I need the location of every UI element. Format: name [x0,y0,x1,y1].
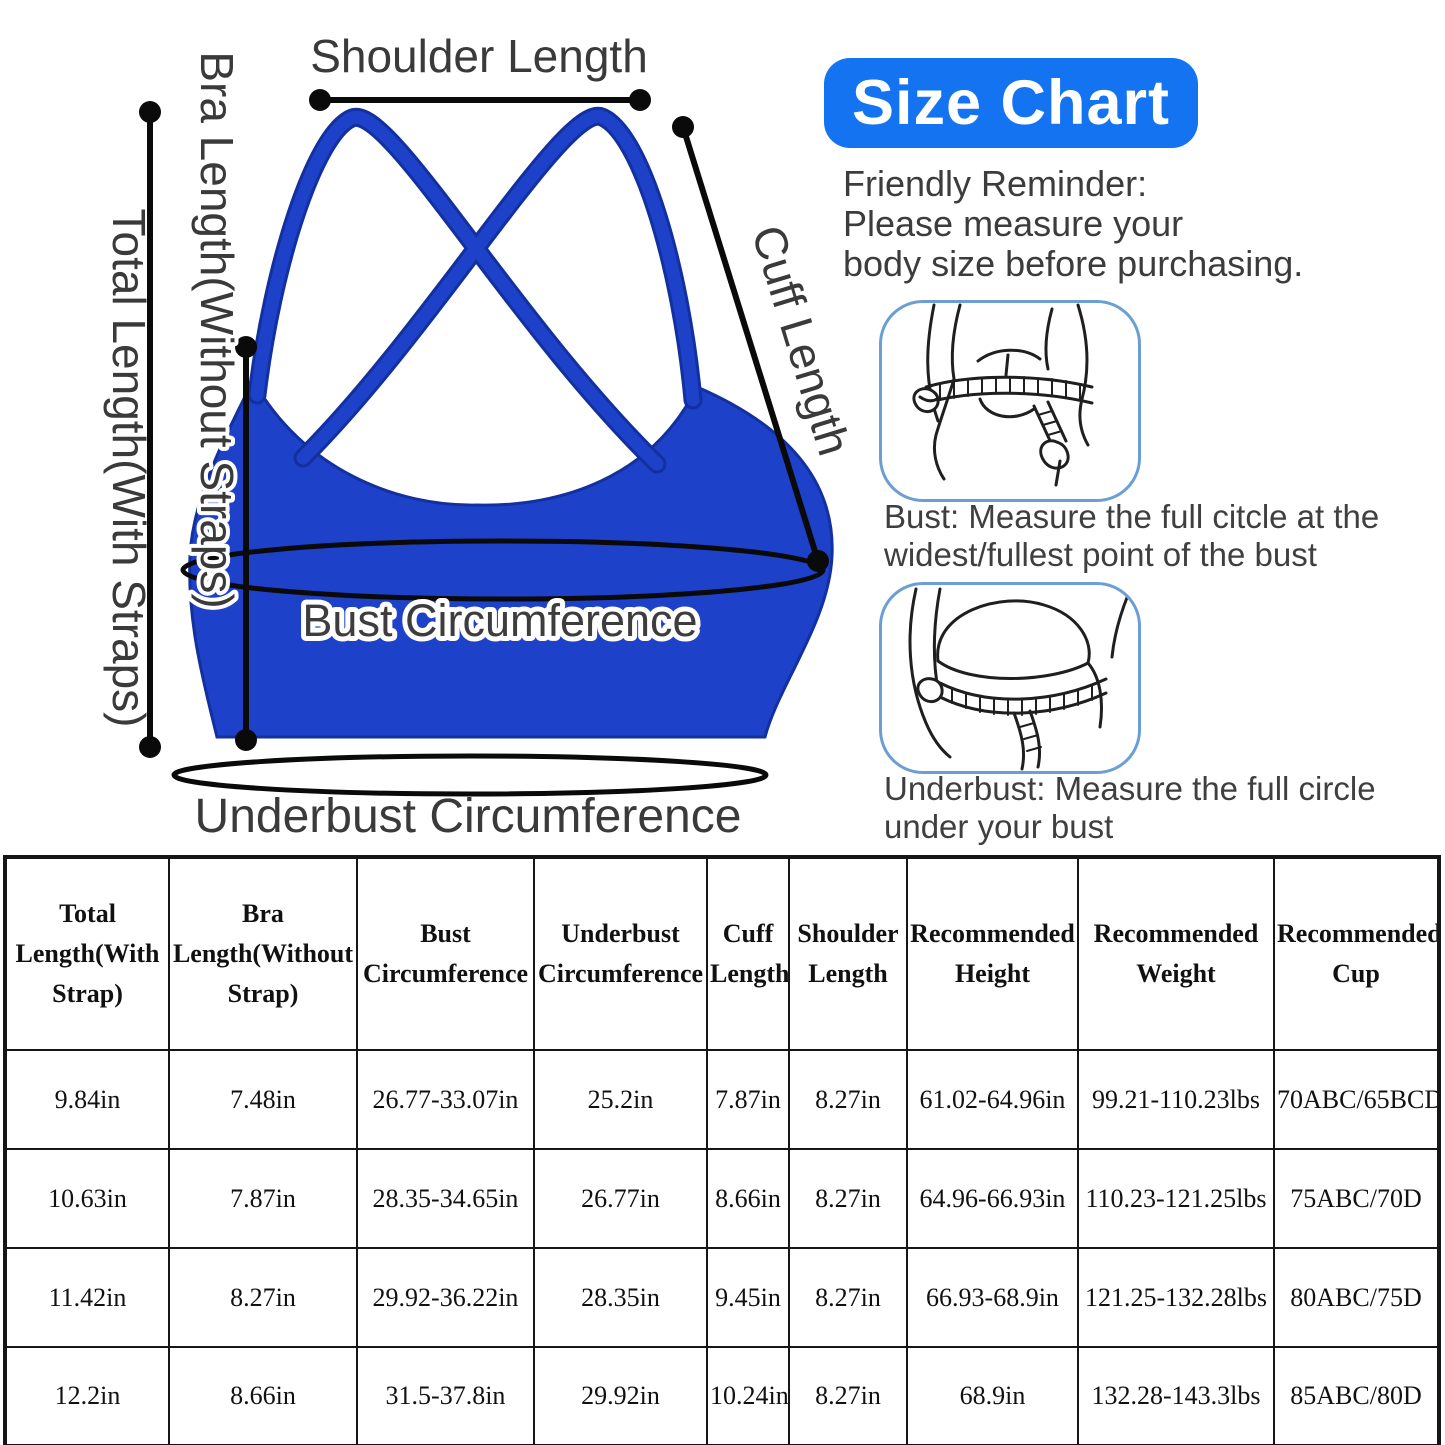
cell: 66.93-68.9in [906,1247,1079,1348]
cell: 9.84in [4,1049,170,1150]
size-table: Total Length(With Strap) Bra Length(With… [3,855,1441,1445]
underbust-circumference-ellipse [171,753,769,797]
col-header-underbust: Underbust Circumference [533,856,708,1051]
cell: 75ABC/70D [1273,1148,1440,1249]
shoulder-length-label: Shoulder Length [310,30,648,82]
underbust-measure-illustration [879,582,1141,774]
cell: 26.77in [533,1148,708,1249]
cell: 31.5-37.8in [356,1346,535,1445]
table-row: 9.84in 7.48in 26.77-33.07in 25.2in 7.87i… [4,1049,1440,1150]
cell: 26.77-33.07in [356,1049,535,1150]
sports-bra-drawing [188,106,834,739]
cell: 11.42in [4,1247,170,1348]
cell: 8.66in [706,1148,790,1249]
table-row: 11.42in 8.27in 29.92-36.22in 28.35in 9.4… [4,1247,1440,1348]
bust-caption: Bust: Measure the full citcle at the wid… [884,498,1380,573]
cell: 8.27in [788,1148,908,1249]
cuff-length-line [672,116,829,572]
cell: 8.66in [168,1346,358,1445]
cell: 10.24in [706,1346,790,1445]
cell: 7.87in [706,1049,790,1150]
shoulder-length-line [309,89,651,111]
table-row: 10.63in 7.87in 28.35-34.65in 26.77in 8.6… [4,1148,1440,1249]
col-header-rec-cup: Recommended Cup [1273,856,1440,1051]
cell: 85ABC/80D [1273,1346,1440,1445]
cell: 28.35in [533,1247,708,1348]
cell: 8.27in [788,1247,908,1348]
page-title: Size Chart [851,68,1171,138]
col-header-shoulder: Shoulder Length [788,856,908,1051]
col-header-bra-length: Bra Length(Without Strap) [168,856,358,1051]
cell: 121.25-132.28lbs [1077,1247,1275,1348]
bra-length-line [235,336,257,751]
cell: 68.9in [906,1346,1079,1445]
col-header-rec-weight: Recommended Weight [1077,856,1275,1051]
cell: 25.2in [533,1049,708,1150]
cell: 99.21-110.23lbs [1077,1049,1275,1150]
reminder-line: body size before purchasing. [843,243,1304,284]
cell: 7.48in [168,1049,358,1150]
cell: 29.92in [533,1346,708,1445]
cell: 8.27in [168,1247,358,1348]
cell: 8.27in [788,1346,908,1445]
size-chart-title-badge: Size Chart [824,58,1198,148]
col-header-total-length: Total Length(With Strap) [4,856,170,1051]
total-length-label: Total Length(With Straps) [103,208,155,727]
cell: 8.27in [788,1049,908,1150]
table-header-row: Total Length(With Strap) Bra Length(With… [4,856,1440,1051]
cell: 9.45in [706,1247,790,1348]
cell: 10.63in [4,1148,170,1249]
cell: 64.96-66.93in [906,1148,1079,1249]
bra-length-label: Bra Length(Without Straps) [191,51,243,608]
col-header-cuff: Cuff Length [706,856,790,1051]
col-header-bust: Bust Circumference [356,856,535,1051]
table-row: 12.2in 8.66in 31.5-37.8in 29.92in 10.24i… [4,1346,1440,1445]
col-header-rec-height: Recommended Height [906,856,1079,1051]
measuring-tape-underbust-icon [908,587,1130,771]
cell: 7.87in [168,1148,358,1249]
bra-measurement-diagram: Shoulder Length Total Length(With Straps… [103,30,860,843]
total-length-line [139,101,161,758]
bust-measure-illustration [879,300,1141,502]
cell: 80ABC/75D [1273,1247,1440,1348]
cell: 132.28-143.3lbs [1077,1346,1275,1445]
cell: 29.92-36.22in [356,1247,535,1348]
cell: 28.35-34.65in [356,1148,535,1249]
cell: 61.02-64.96in [906,1049,1079,1150]
underbust-circumference-label: Underbust Circumference [195,790,742,843]
cell: 70ABC/65BCD [1273,1049,1440,1150]
cell: 12.2in [4,1346,170,1445]
bust-circumference-label: Bust Circumference [302,595,697,646]
reminder-line: Friendly Reminder: [843,163,1148,204]
cell: 110.23-121.25lbs [1077,1148,1275,1249]
reminder-line: Please measure your [843,203,1184,244]
friendly-reminder-text: Friendly Reminder: Please measure your b… [843,164,1303,284]
underbust-caption: Underbust: Measure the full circle under… [884,770,1376,845]
measuring-tape-bust-icon [912,303,1094,487]
